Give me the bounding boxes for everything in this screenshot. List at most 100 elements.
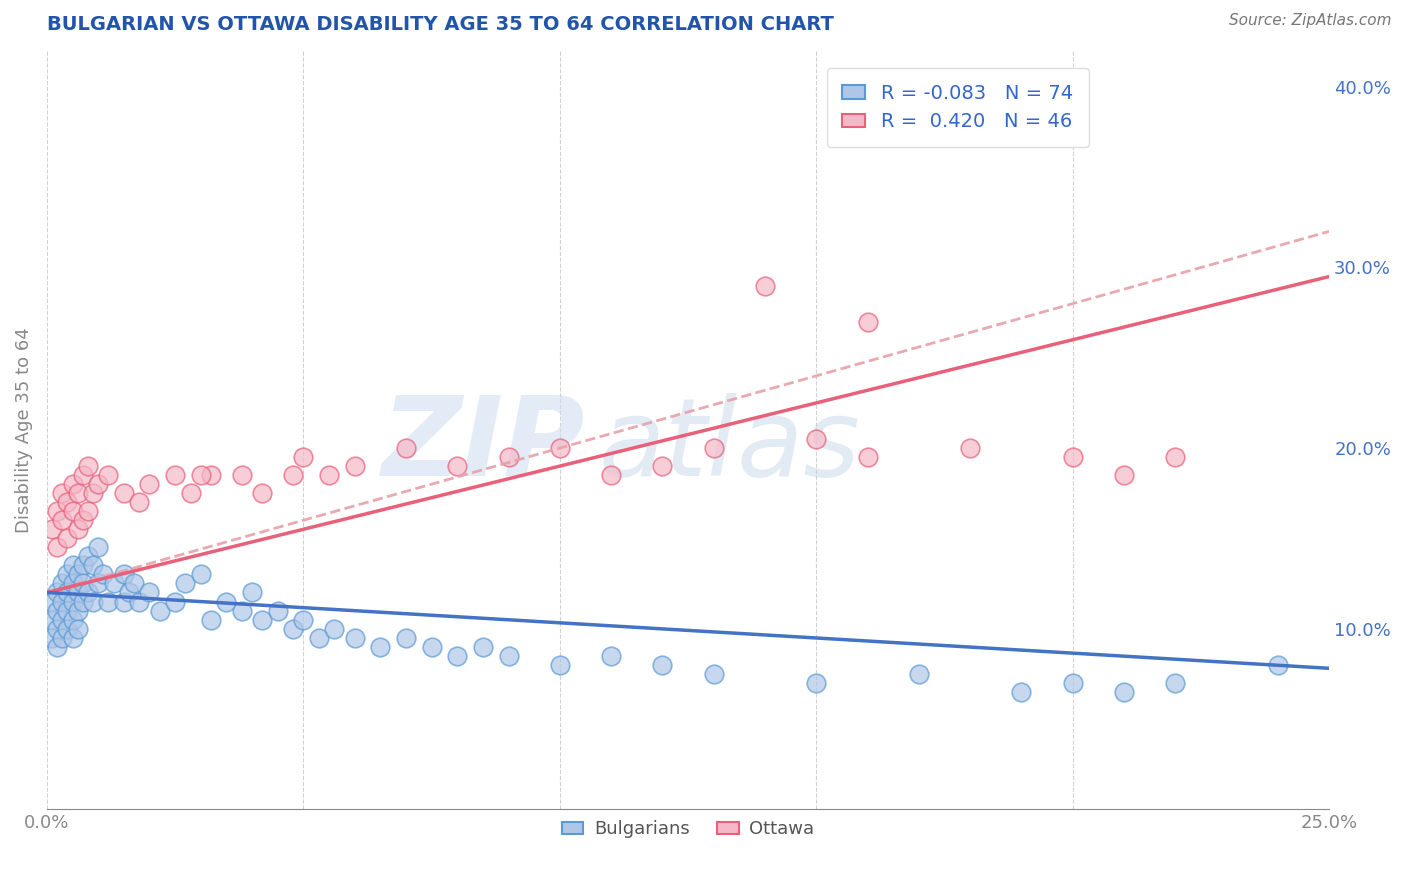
Point [420,640,443,654]
Point [66,603,89,617]
Point [72,468,94,483]
Point [1062,675,1084,690]
Point [41,631,63,645]
Point [343,459,366,474]
Point [1164,675,1187,690]
Point [66,622,89,636]
Point [87,477,110,491]
Text: ZIP: ZIP [382,392,585,499]
Point [112,567,135,582]
Point [498,450,520,464]
Point [231,603,253,617]
Point [190,468,212,483]
Point [200,613,222,627]
Point [368,640,391,654]
Point [62,576,84,591]
Point [1112,468,1135,483]
Point [62,477,84,491]
Point [395,441,418,455]
Point [91,567,114,582]
Point [46,541,69,555]
Point [190,567,212,582]
Point [56,603,79,617]
Legend: Bulgarians, Ottawa: Bulgarians, Ottawa [554,814,821,846]
Point [77,459,100,474]
Point [308,631,330,645]
Point [1164,450,1187,464]
Point [200,468,222,483]
Point [82,594,104,608]
Point [318,468,340,483]
Point [149,603,172,617]
Point [292,450,315,464]
Point [122,576,145,591]
Point [51,576,73,591]
Point [252,613,274,627]
Point [51,594,73,608]
Point [82,558,104,573]
Point [46,603,69,617]
Point [103,576,125,591]
Point [112,594,135,608]
Point [281,622,304,636]
Point [1011,685,1033,699]
Point [128,594,150,608]
Point [754,278,776,293]
Point [87,541,110,555]
Point [46,585,69,599]
Text: Source: ZipAtlas.com: Source: ZipAtlas.com [1229,13,1392,29]
Point [138,477,160,491]
Point [56,585,79,599]
Point [703,441,725,455]
Point [240,585,263,599]
Point [41,594,63,608]
Point [66,486,89,500]
Point [651,657,673,672]
Point [1062,450,1084,464]
Point [292,613,315,627]
Y-axis label: Disability Age 35 to 64: Disability Age 35 to 64 [15,327,32,533]
Point [959,441,981,455]
Point [138,585,160,599]
Point [97,468,120,483]
Point [446,648,468,663]
Point [908,666,931,681]
Point [252,486,274,500]
Point [471,640,494,654]
Point [806,432,828,446]
Point [62,594,84,608]
Point [51,486,73,500]
Point [97,594,120,608]
Point [343,631,366,645]
Point [66,522,89,536]
Point [548,657,571,672]
Point [82,486,104,500]
Point [600,648,623,663]
Point [165,468,187,483]
Point [41,613,63,627]
Point [66,567,89,582]
Point [180,486,202,500]
Point [77,585,100,599]
Point [46,640,69,654]
Point [62,504,84,518]
Point [56,531,79,545]
Point [66,585,89,599]
Point [51,631,73,645]
Point [56,567,79,582]
Point [165,594,187,608]
Point [806,675,828,690]
Point [1267,657,1289,672]
Point [498,648,520,663]
Point [1112,685,1135,699]
Point [77,549,100,564]
Point [267,603,290,617]
Point [46,622,69,636]
Text: BULGARIAN VS OTTAWA DISABILITY AGE 35 TO 64 CORRELATION CHART: BULGARIAN VS OTTAWA DISABILITY AGE 35 TO… [46,15,834,34]
Point [231,468,253,483]
Point [87,576,110,591]
Point [62,558,84,573]
Point [51,613,73,627]
Point [51,513,73,527]
Point [118,585,141,599]
